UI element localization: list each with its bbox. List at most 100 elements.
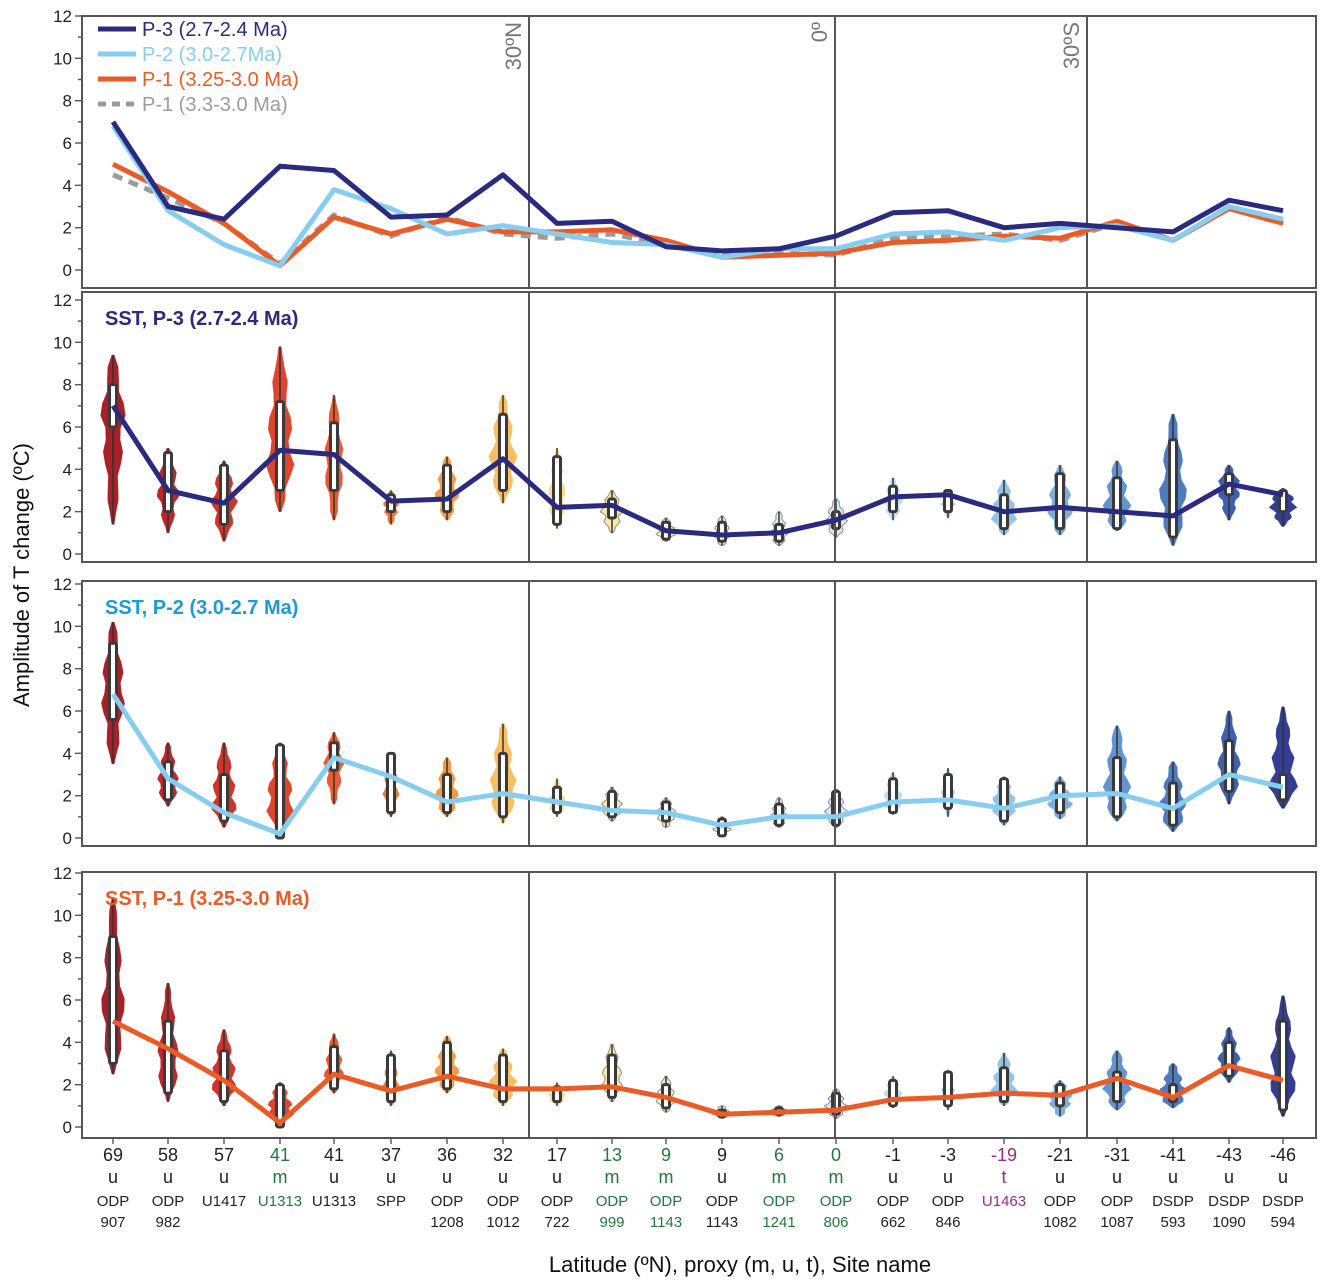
site-latitude-label: -21: [1047, 1145, 1073, 1165]
site-latitude-label: 41: [324, 1145, 344, 1165]
y-tick-label: 4: [63, 460, 72, 479]
latitude-label: 30ºS: [1059, 22, 1084, 69]
violin-box: [275, 743, 285, 840]
site-proxy-label: u: [552, 1167, 562, 1187]
site-name-label: 846: [935, 1214, 960, 1231]
y-tick-label: 10: [53, 333, 72, 352]
panel-frame-2: [81, 291, 1317, 563]
site-proxy-label: u: [329, 1167, 339, 1187]
site-proxy-label: u: [888, 1167, 898, 1187]
violin-box: [607, 1053, 617, 1099]
violin-box: [552, 455, 562, 526]
site-name-label: DSDP: [1208, 1193, 1250, 1210]
site-proxy-label: u: [108, 1167, 118, 1187]
site-latitude-label: 58: [158, 1145, 178, 1165]
violin-box: [386, 751, 396, 815]
site-proxy-label: u: [717, 1167, 727, 1187]
site-latitude-label: -1: [885, 1145, 901, 1165]
site-name-label: ODP: [932, 1193, 965, 1210]
violin-box: [888, 777, 898, 815]
y-tick-label: 6: [63, 134, 72, 153]
violin-box: [943, 1070, 953, 1108]
violin-box: [717, 520, 727, 543]
panel-title: SST, P-3 (2.7-2.4 Ma): [105, 308, 298, 330]
site-proxy-label: u: [1224, 1167, 1234, 1187]
site-name-label: 1208: [430, 1214, 463, 1231]
site-proxy-label: u: [943, 1167, 953, 1187]
legend-label: P-3 (2.7-2.4 Ma): [142, 19, 288, 41]
site-name-label: ODP: [650, 1193, 683, 1210]
site-name-label: 1082: [1043, 1214, 1076, 1231]
site-latitude-label: 9: [717, 1145, 727, 1165]
site-proxy-label: u: [1278, 1167, 1288, 1187]
site-proxy-label: m: [772, 1167, 787, 1187]
site-name-label: ODP: [763, 1193, 796, 1210]
site-latitude-label: -31: [1104, 1145, 1130, 1165]
site-name-label: ODP: [431, 1193, 464, 1210]
violin-box: [1112, 476, 1122, 531]
violin-box: [386, 1053, 396, 1104]
site-name-label: ODP: [541, 1193, 574, 1210]
violin-box: [108, 641, 118, 721]
site-name-label: 1241: [762, 1214, 795, 1231]
violin-box: [1055, 472, 1065, 531]
y-tick-label: 6: [63, 702, 72, 721]
site-name-label: 1143: [706, 1214, 738, 1231]
violin-layer: [100, 346, 1298, 1129]
site-latitude-label: 0: [831, 1145, 841, 1165]
site-name-label: ODP: [152, 1193, 185, 1210]
site-latitude-label: -3: [940, 1145, 956, 1165]
violin-box: [1224, 739, 1234, 793]
violin-box: [999, 777, 1009, 823]
y-tick-label: 4: [63, 1033, 72, 1052]
y-tick-label: 12: [53, 291, 72, 310]
violin-box: [219, 463, 229, 526]
site-name-label: 594: [1270, 1214, 1295, 1231]
site-name-label: ODP: [487, 1193, 520, 1210]
site-latitude-label: 32: [493, 1145, 513, 1165]
site-latitude-label: 9: [661, 1145, 671, 1165]
y-tick-label: 6: [63, 418, 72, 437]
y-tick-label: 2: [63, 503, 72, 522]
panel-frame-1: [81, 15, 1317, 289]
site-latitude-label: -41: [1160, 1145, 1186, 1165]
violin-box: [1168, 438, 1178, 539]
y-tick-label: 10: [53, 906, 72, 925]
y-tick-label: 4: [63, 176, 72, 195]
y-tick-label: 8: [63, 949, 72, 968]
series-lines-layer: [110, 120, 1284, 1126]
y-tick-label: 0: [63, 1118, 72, 1137]
violin-box: [1224, 1040, 1234, 1078]
violin-box: [498, 751, 508, 819]
site-name-label: 662: [880, 1214, 905, 1231]
y-tick-label: 10: [53, 49, 72, 68]
site-proxy-label: m: [273, 1167, 288, 1187]
panel-frame-4: [81, 871, 1317, 1139]
site-name-label: ODP: [877, 1193, 910, 1210]
latitude-label: 30ºN: [501, 22, 526, 70]
site-latitude-label: 17: [547, 1145, 567, 1165]
violin-box: [275, 400, 285, 493]
y-tick-label: 12: [53, 575, 72, 594]
site-latitude-label: 37: [381, 1145, 401, 1165]
site-latitude-label: -46: [1270, 1145, 1296, 1165]
site-name-label: 1143: [650, 1214, 682, 1231]
violin-box: [163, 450, 173, 514]
site-name-label: ODP: [1044, 1193, 1077, 1210]
site-proxy-label: m: [605, 1167, 620, 1187]
site-name-label: 1090: [1212, 1214, 1245, 1231]
violin-box: [275, 1083, 285, 1129]
site-name-label: 593: [1160, 1214, 1185, 1231]
y-tick-label: 0: [63, 545, 72, 564]
violin-box: [943, 773, 953, 810]
panel-title: SST, P-2 (3.0-2.7 Ma): [105, 597, 298, 619]
site-proxy-label: t: [1001, 1167, 1006, 1187]
violin-box: [329, 1045, 339, 1091]
axis-layer: 0 2 4 6 8 10 12 0 2 4 6 8 10 12 0 2 4 6 8 10 12 0 2 4 6 8 10 12: [53, 7, 1284, 1144]
site-name-label: U1417: [202, 1193, 246, 1210]
legend-label: P-1 (3.3-3.0 Ma): [142, 94, 288, 116]
y-tick-label: 0: [63, 261, 72, 280]
legend-label: P-1 (3.25-3.0 Ma): [142, 69, 299, 91]
median-line: [111, 1018, 1284, 1126]
